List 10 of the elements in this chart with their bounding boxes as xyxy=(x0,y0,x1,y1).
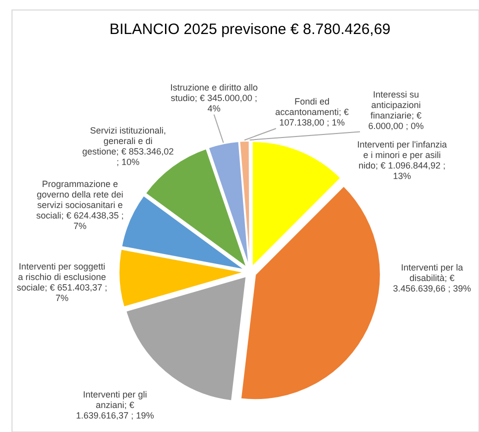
slice-label: Interessi su anticipazioni finanziarie; € 6.000,00 ; 0% xyxy=(368,89,424,131)
slice-label: Istruzione e diritto allo studio; € 345.000,00 ; 4% xyxy=(170,82,258,114)
slice-label: Interventi per gli anziani; € 1.639.616,37 ; 19% xyxy=(76,390,154,420)
slice-label: Fondi ed accantonamenti; € 107.138,00 ; 1% xyxy=(275,96,349,128)
chart-title: BILANCIO 2025 previsone € 8.780.426,69 xyxy=(109,21,391,38)
slice-label: Programmazione e governo della rete dei servizi sociosanitari e sociali; € 624.438,35 ; 7% xyxy=(36,179,124,231)
slice-label: Servizi istituzionali, generali e di gestione; € 853.346,02 ; 10% xyxy=(82,125,174,167)
slice-label: Interventi per soggetti a rischio di esclusione sociale; € 651.403,37 ; 7% xyxy=(16,261,108,303)
slice-label: Interventi per la disabilità; € 3.456.639,66 ; 39% xyxy=(392,262,472,294)
slice-label: Interventi per l'infanzia e i minori e per asili nido; € 1.096.844,92 ; 13% xyxy=(357,139,447,181)
